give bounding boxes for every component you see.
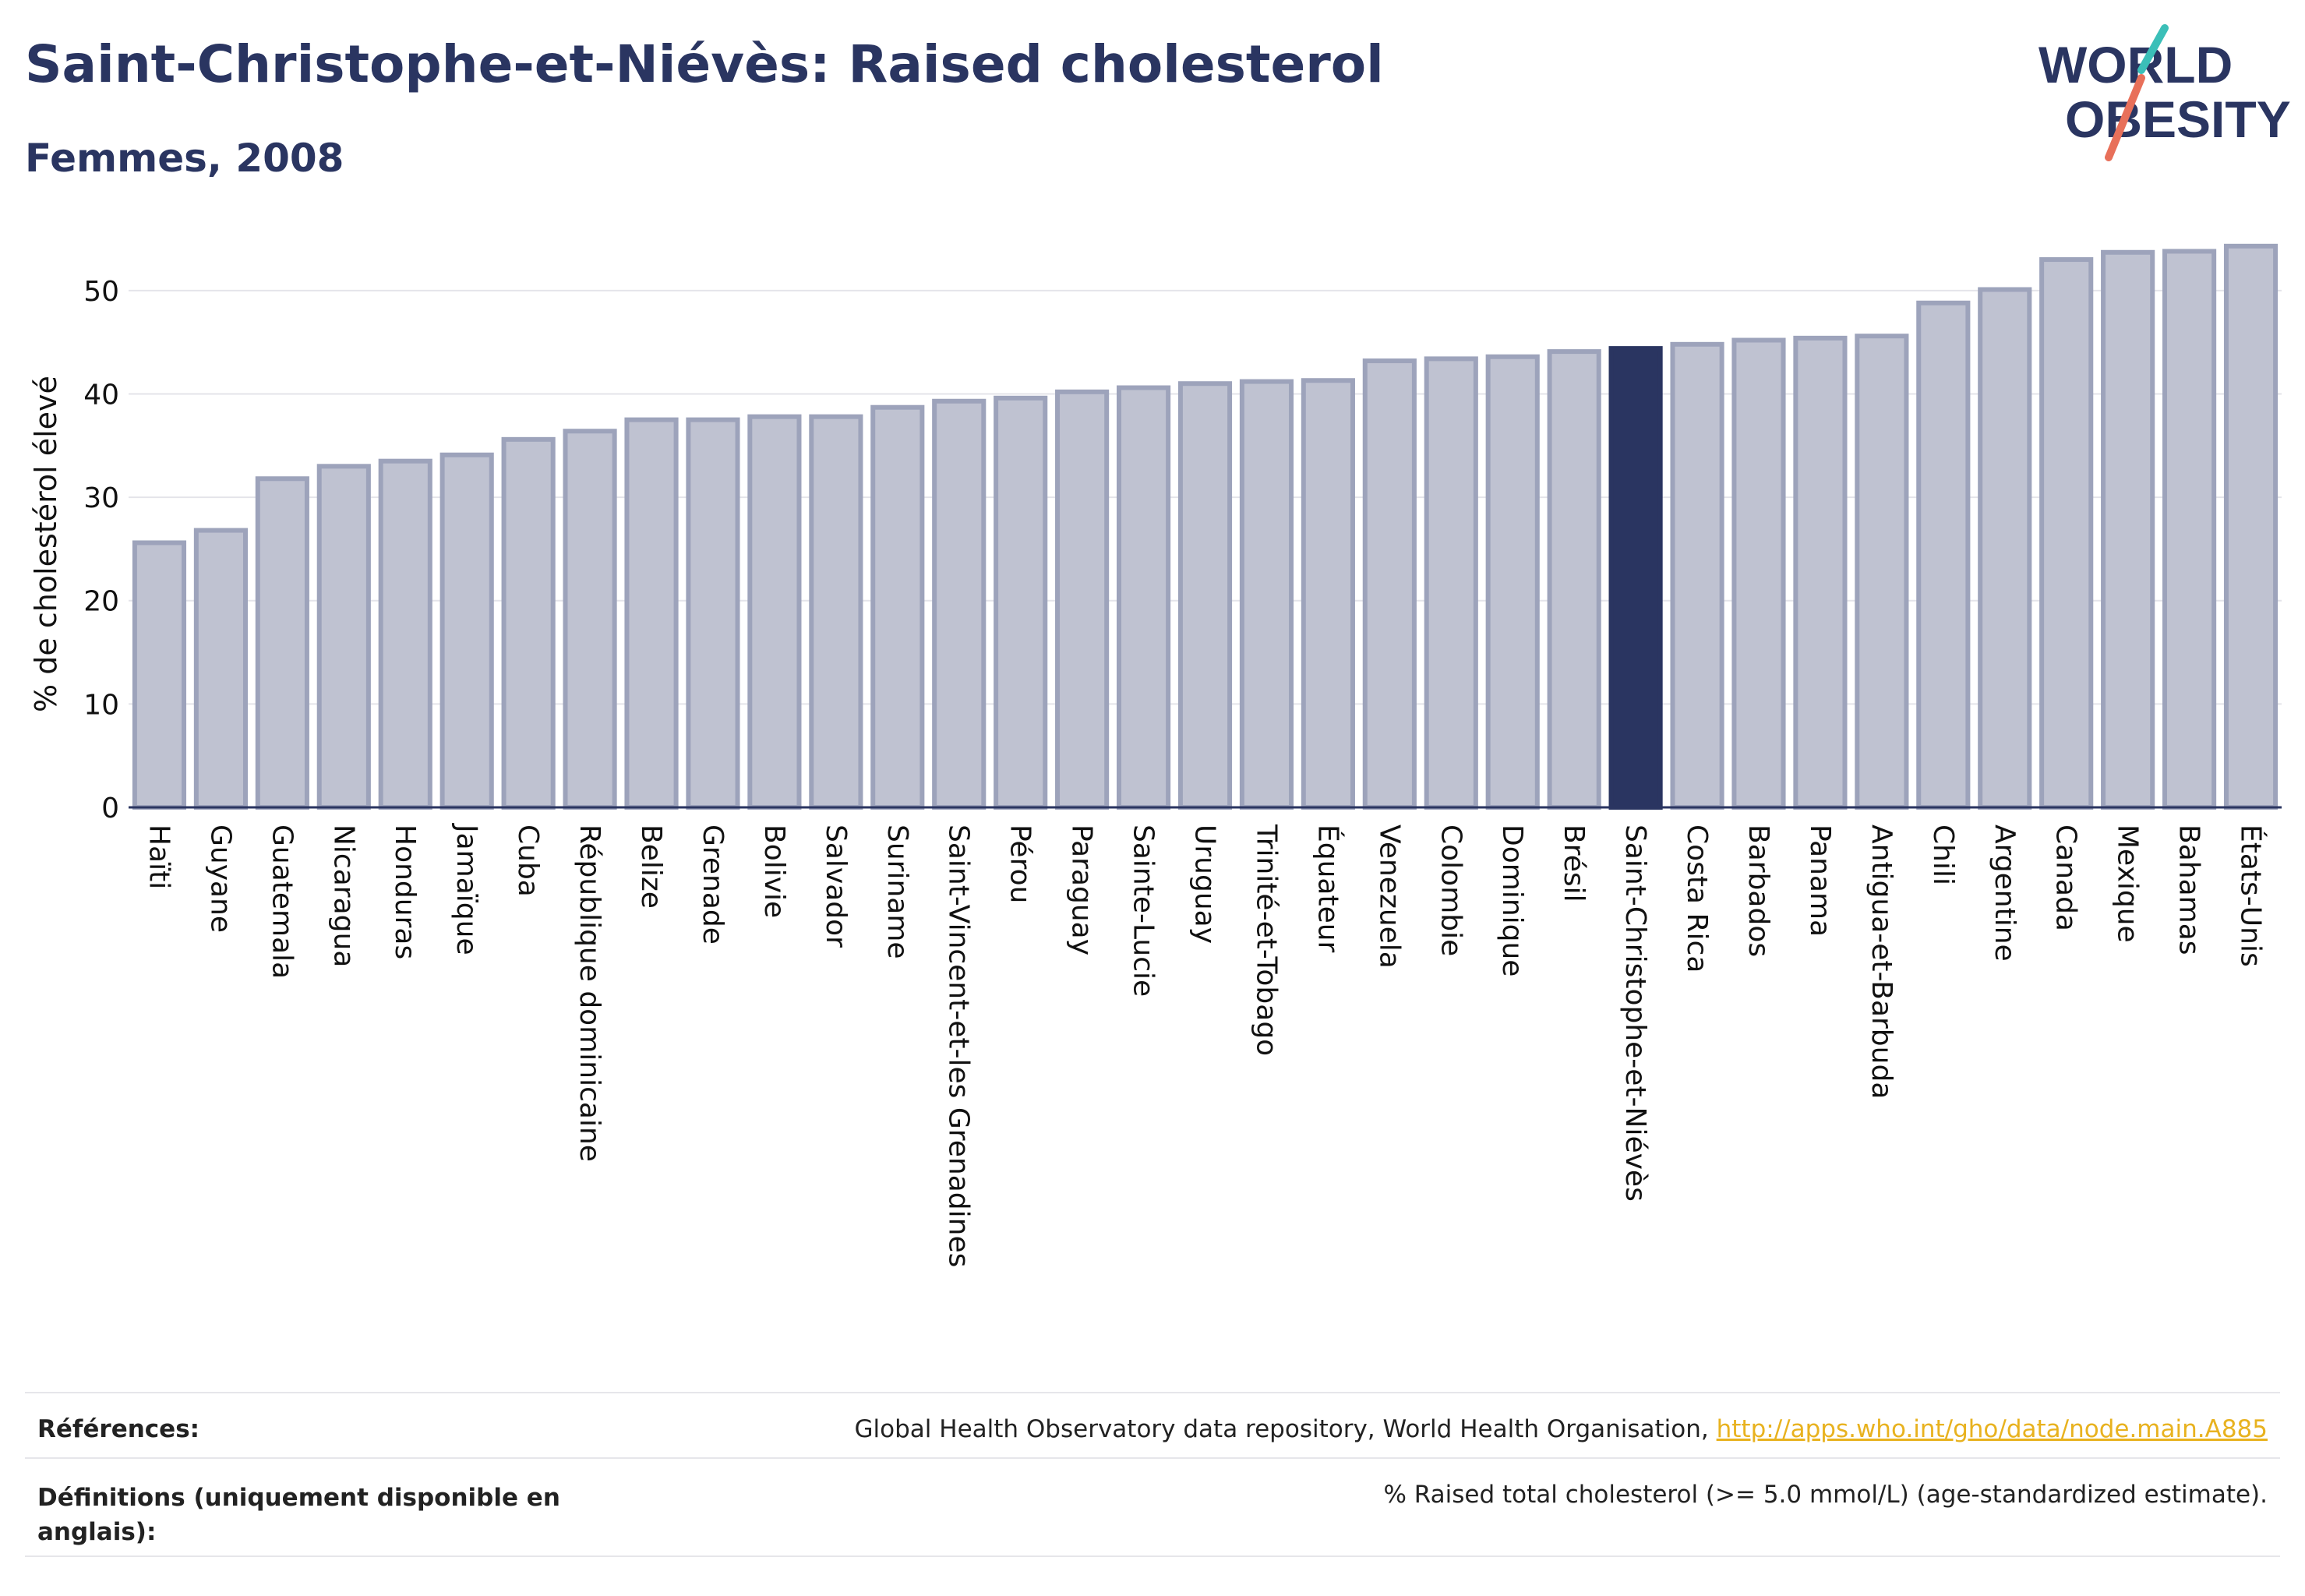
bar-2[interactable] xyxy=(255,476,309,810)
bar-30[interactable] xyxy=(1978,287,2032,810)
references-link[interactable]: http://apps.who.int/gho/data/node.main.A… xyxy=(1716,1415,2268,1443)
bar-19[interactable] xyxy=(1301,378,1355,810)
definitions-label-line1: Définitions (uniquement disponible en xyxy=(37,1484,560,1512)
x-tick-label: Mexique xyxy=(2112,824,2144,943)
x-tick-label: Uruguay xyxy=(1189,824,1221,944)
x-tick-label: Pérou xyxy=(1004,824,1036,903)
x-tick-label: République dominicaine xyxy=(574,824,605,1162)
y-axis-label: % de cholestérol élevé xyxy=(29,376,63,712)
bar-11[interactable] xyxy=(809,414,863,810)
x-tick-label: Jamaïque xyxy=(450,823,482,955)
x-tick-label: Guyane xyxy=(204,824,236,933)
bar-17[interactable] xyxy=(1177,381,1233,810)
x-tick-label: Brésil xyxy=(1558,824,1590,902)
logo-slash-teal xyxy=(2137,24,2169,74)
x-tick-label: Trinité-et-Tobago xyxy=(1250,824,1282,1056)
logo-word-obesity: OBESITY xyxy=(2065,90,2291,148)
definitions-label: Définitions (uniquement disponible en an… xyxy=(37,1481,560,1549)
x-tick-label: Paraguay xyxy=(1066,824,1098,955)
x-tick-label: Argentine xyxy=(1989,824,2021,962)
x-tick-label: Chili xyxy=(1927,824,1959,885)
bar-7[interactable] xyxy=(563,429,617,810)
x-tick-label: Bolivie xyxy=(758,824,790,918)
bar-28[interactable] xyxy=(1855,334,1909,810)
bar-22[interactable] xyxy=(1485,354,1540,810)
bars xyxy=(132,243,2279,810)
bar-15[interactable] xyxy=(1055,389,1110,810)
x-tick-labels: Haïti Guyane Guatemala Nicaragua Honduras Jam… xyxy=(143,823,2267,1267)
bar-33[interactable] xyxy=(2162,249,2217,810)
x-tick-label: Guatemala xyxy=(266,824,298,979)
bar-chart: 0 10 20 30 40 50 Haïti Guyane Guatemala Nicaragu… xyxy=(29,243,2282,1267)
bar-8[interactable] xyxy=(624,417,679,810)
bar-10[interactable] xyxy=(747,414,802,810)
x-tick-label: Antigua-et-Barbuda xyxy=(1866,824,1897,1099)
bar-25[interactable] xyxy=(1670,341,1724,810)
bar-1[interactable] xyxy=(193,528,248,810)
y-tick-label: 10 xyxy=(83,689,119,721)
definitions-value: % Raised total cholesterol (>= 5.0 mmol/… xyxy=(1383,1481,2268,1509)
bar-14[interactable] xyxy=(994,395,1048,810)
bar-24[interactable] xyxy=(1608,346,1663,810)
bar-23[interactable] xyxy=(1547,349,1601,810)
bar-29[interactable] xyxy=(1916,300,1971,810)
references-label: Références: xyxy=(37,1415,200,1443)
y-tick-labels: 0 10 20 30 40 50 xyxy=(83,276,119,824)
bar-6[interactable] xyxy=(501,436,556,810)
x-tick-label: Haïti xyxy=(143,824,175,889)
bar-20[interactable] xyxy=(1362,358,1417,810)
bar-31[interactable] xyxy=(2039,257,2094,810)
bar-32[interactable] xyxy=(2101,249,2155,810)
divider-middle xyxy=(25,1457,2280,1459)
bar-0[interactable] xyxy=(132,540,187,810)
bar-4[interactable] xyxy=(378,458,432,810)
x-tick-label: Colombie xyxy=(1435,824,1467,956)
x-tick-label: Costa Rica xyxy=(1681,824,1713,973)
bar-16[interactable] xyxy=(1116,385,1171,810)
bar-5[interactable] xyxy=(439,452,494,810)
x-tick-label: Saint-Vincent-et-les Grenadines xyxy=(943,824,975,1267)
y-tick-label: 40 xyxy=(83,379,119,411)
x-tick-label: Cuba xyxy=(512,824,544,897)
x-tick-label: Équateur xyxy=(1311,824,1344,953)
references-value: Global Health Observatory data repositor… xyxy=(855,1415,2268,1443)
bar-21[interactable] xyxy=(1424,356,1478,810)
bar-12[interactable] xyxy=(870,404,925,810)
divider-top xyxy=(25,1392,2280,1393)
x-tick-label: Barbados xyxy=(1742,824,1774,957)
x-tick-label: Grenade xyxy=(697,824,729,945)
x-tick-label: Belize xyxy=(635,824,667,909)
y-tick-label: 30 xyxy=(83,482,119,514)
x-tick-label: Sainte-Lucie xyxy=(1128,824,1160,997)
x-tick-label: États-Unis xyxy=(2235,824,2268,967)
bar-3[interactable] xyxy=(316,464,371,810)
y-tick-label: 20 xyxy=(83,586,119,618)
bar-9[interactable] xyxy=(686,417,740,810)
page-subtitle: Femmes, 2008 xyxy=(25,136,344,181)
world-obesity-logo: WORLD OBESITY xyxy=(2038,24,2291,161)
x-tick-label: Venezuela xyxy=(1373,824,1405,969)
bar-13[interactable] xyxy=(932,398,987,810)
bar-34[interactable] xyxy=(2223,243,2279,810)
x-tick-label: Salvador xyxy=(820,824,852,948)
x-tick-label: Panama xyxy=(1804,824,1836,937)
y-tick-label: 0 xyxy=(101,793,119,824)
x-tick-label: Nicaragua xyxy=(327,824,359,967)
bar-27[interactable] xyxy=(1793,335,1848,810)
divider-bottom xyxy=(25,1555,2280,1557)
definitions-label-line2: anglais): xyxy=(37,1518,157,1546)
page-title: Saint-Christophe-et-Niévès: Raised chole… xyxy=(25,34,1384,94)
bar-26[interactable] xyxy=(1731,337,1786,810)
x-tick-label: Saint-Christophe-et-Niévès xyxy=(1619,824,1651,1202)
x-tick-label: Canada xyxy=(2050,824,2082,931)
x-tick-label: Suriname xyxy=(881,824,913,959)
x-tick-label: Bahamas xyxy=(2173,824,2205,955)
y-tick-label: 50 xyxy=(83,276,119,308)
x-tick-label: Honduras xyxy=(389,824,421,959)
logo-slash-coral xyxy=(2105,74,2145,161)
references-text: Global Health Observatory data repositor… xyxy=(854,1415,1717,1443)
x-tick-label: Dominique xyxy=(1496,824,1528,976)
bar-18[interactable] xyxy=(1239,379,1294,810)
